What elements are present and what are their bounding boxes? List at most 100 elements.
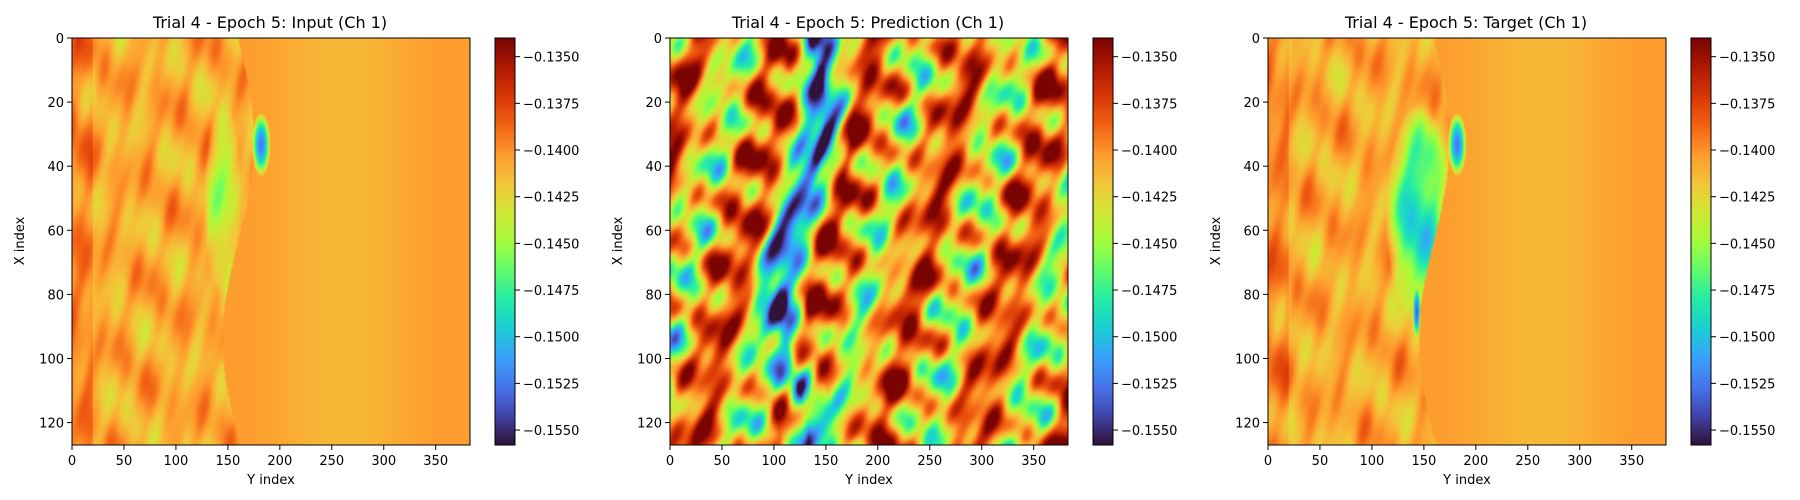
y-axis-ticks: 0 20 40 60 80 100 120 [39, 32, 72, 432]
colorbar-tick-label: −0.1425 [1719, 191, 1775, 206]
x-axis-label: Y index [844, 473, 893, 488]
heatmap-target [1267, 37, 1667, 446]
y-tick-label: 60 [645, 224, 662, 239]
panel-title: Trial 4 - Epoch 5: Target (Ch 1) [1344, 13, 1587, 32]
x-axis-ticks: 0 50 100 150 200 250 300 350 [68, 445, 448, 469]
colorbar-tick-label: −0.1400 [1719, 144, 1775, 159]
heatmap-input [71, 37, 471, 446]
x-tick-label: 50 [116, 454, 133, 469]
colorbar-tick-label: −0.1500 [523, 331, 579, 346]
colorbar-ticks: −0.1350 −0.1375 −0.1400 −0.1425 −0.1450 −0.14… [1711, 51, 1775, 439]
x-tick-label: 250 [1515, 454, 1540, 469]
colorbar-tick-label: −0.1500 [1121, 331, 1177, 346]
x-tick-label: 50 [1312, 454, 1329, 469]
y-tick-label: 80 [1243, 288, 1260, 303]
panel-title: Trial 4 - Epoch 5: Input (Ch 1) [152, 13, 387, 32]
colorbar-tick-label: −0.1425 [523, 191, 579, 206]
colorbar: −0.1350 −0.1375 −0.1400 −0.1425 −0.1450 −0.14… [494, 37, 579, 446]
y-tick-label: 40 [1243, 160, 1260, 175]
x-tick-label: 150 [215, 454, 240, 469]
y-tick-label: 80 [645, 288, 662, 303]
panel-target: Trial 4 - Epoch 5: Target (Ch 1) 0 50 100 1… [1209, 13, 1775, 488]
x-tick-label: 100 [164, 454, 189, 469]
y-axis-ticks: 0 20 40 60 80 100 120 [637, 32, 670, 432]
colorbar-ticks: −0.1350 −0.1375 −0.1400 −0.1425 −0.1450 −0.14… [515, 51, 579, 439]
x-tick-label: 300 [969, 454, 994, 469]
x-tick-label: 150 [813, 454, 838, 469]
y-axis-label: X index [611, 216, 626, 265]
x-axis-ticks: 0 50 100 150 200 250 300 350 [1264, 445, 1644, 469]
x-tick-label: 200 [1463, 454, 1488, 469]
x-tick-label: 350 [423, 454, 448, 469]
y-tick-label: 100 [39, 352, 64, 367]
x-tick-label: 50 [714, 454, 731, 469]
colorbar-tick-label: −0.1375 [1719, 97, 1775, 112]
x-tick-label: 250 [917, 454, 942, 469]
colorbar-tick-label: −0.1550 [1121, 424, 1177, 439]
colorbar-tick-label: −0.1475 [1719, 284, 1775, 299]
y-tick-label: 40 [47, 160, 64, 175]
y-axis-label: X index [1209, 216, 1224, 265]
colorbar-tick-label: −0.1550 [523, 424, 579, 439]
x-tick-label: 100 [762, 454, 787, 469]
y-tick-label: 60 [47, 224, 64, 239]
colorbar-tick-label: −0.1350 [523, 51, 579, 66]
y-tick-label: 100 [1235, 352, 1260, 367]
y-tick-label: 0 [56, 32, 64, 47]
colorbar-tick-label: −0.1400 [1121, 144, 1177, 159]
x-axis-label: Y index [246, 473, 295, 488]
colorbar-tick-label: −0.1450 [1719, 237, 1775, 252]
colorbar-tick-label: −0.1400 [523, 144, 579, 159]
colorbar-tick-label: −0.1450 [523, 237, 579, 252]
colorbar-tick-label: −0.1550 [1719, 424, 1775, 439]
y-tick-label: 0 [654, 32, 662, 47]
x-tick-label: 100 [1360, 454, 1385, 469]
y-tick-label: 40 [645, 160, 662, 175]
heatmap-prediction [669, 37, 1069, 446]
y-axis-ticks: 0 20 40 60 80 100 120 [1235, 32, 1268, 432]
y-tick-label: 100 [637, 352, 662, 367]
x-axis-label: Y index [1442, 473, 1491, 488]
y-tick-label: 20 [1243, 96, 1260, 111]
colorbar-tick-label: −0.1525 [523, 377, 579, 392]
colorbar: −0.1350 −0.1375 −0.1400 −0.1425 −0.1450 −0.14… [1092, 37, 1177, 446]
colorbar: −0.1350 −0.1375 −0.1400 −0.1425 −0.1450 −0.14… [1690, 37, 1775, 446]
x-tick-label: 300 [371, 454, 396, 469]
colorbar-tick-label: −0.1375 [523, 97, 579, 112]
x-axis-ticks: 0 50 100 150 200 250 300 350 [666, 445, 1046, 469]
x-tick-label: 0 [1264, 454, 1272, 469]
y-tick-label: 80 [47, 288, 64, 303]
x-tick-label: 250 [319, 454, 344, 469]
panel-prediction: Trial 4 - Epoch 5: Prediction (Ch 1) 0 50… [611, 13, 1177, 488]
x-tick-label: 350 [1021, 454, 1046, 469]
colorbar-tick-label: −0.1350 [1121, 51, 1177, 66]
colorbar-tick-label: −0.1425 [1121, 191, 1177, 206]
colorbar-tick-label: −0.1525 [1719, 377, 1775, 392]
x-tick-label: 300 [1567, 454, 1592, 469]
colorbar-tick-label: −0.1450 [1121, 237, 1177, 252]
colorbar-tick-label: −0.1475 [523, 284, 579, 299]
y-axis-label: X index [13, 216, 28, 265]
y-tick-label: 20 [645, 96, 662, 111]
colorbar-tick-label: −0.1475 [1121, 284, 1177, 299]
x-tick-label: 200 [865, 454, 890, 469]
colorbar-tick-label: −0.1500 [1719, 331, 1775, 346]
y-tick-label: 0 [1252, 32, 1260, 47]
colorbar-tick-label: −0.1375 [1121, 97, 1177, 112]
panel-title: Trial 4 - Epoch 5: Prediction (Ch 1) [731, 13, 1004, 32]
y-tick-label: 120 [1235, 417, 1260, 432]
x-tick-label: 0 [68, 454, 76, 469]
panel-input: Trial 4 - Epoch 5: Input (Ch 1) 0 50 100 15… [13, 13, 579, 488]
x-tick-label: 200 [267, 454, 292, 469]
x-tick-label: 350 [1619, 454, 1644, 469]
y-tick-label: 20 [47, 96, 64, 111]
colorbar-tick-label: −0.1350 [1719, 51, 1775, 66]
y-tick-label: 60 [1243, 224, 1260, 239]
colorbar-tick-label: −0.1525 [1121, 377, 1177, 392]
x-tick-label: 150 [1411, 454, 1436, 469]
x-tick-label: 0 [666, 454, 674, 469]
y-tick-label: 120 [637, 417, 662, 432]
colorbar-ticks: −0.1350 −0.1375 −0.1400 −0.1425 −0.1450 −0.14… [1113, 51, 1177, 439]
y-tick-label: 120 [39, 417, 64, 432]
